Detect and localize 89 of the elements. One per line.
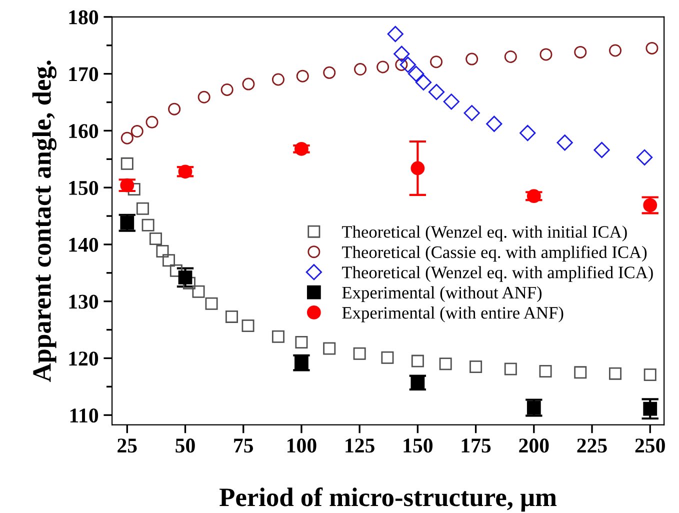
point: [504, 50, 517, 63]
point: [242, 320, 254, 332]
point: [609, 44, 622, 57]
point: [294, 142, 308, 156]
x-tick-label: 175: [462, 438, 491, 453]
x-tick-label: 75: [234, 438, 254, 453]
legend-label: Theoretical (Cassie eq. with amplified ICA): [342, 246, 647, 262]
point: [400, 56, 416, 73]
point: [408, 66, 424, 82]
point: [220, 83, 234, 96]
point: [540, 48, 552, 61]
point: [394, 46, 410, 62]
point: [520, 124, 536, 142]
point: [120, 132, 134, 144]
point: [539, 365, 552, 378]
point: [192, 285, 205, 298]
point: [323, 66, 336, 79]
point: [272, 73, 284, 86]
point: [120, 157, 134, 170]
point: [381, 351, 394, 364]
x-tick-label: 50: [176, 438, 195, 453]
y-tick-label: 120: [69, 352, 98, 366]
y-tick-label: 140: [69, 238, 98, 252]
point: [170, 264, 182, 277]
point: [636, 149, 653, 166]
point: [376, 60, 390, 74]
point: [296, 70, 309, 82]
y-tick-label: 160: [69, 124, 98, 138]
point: [644, 368, 656, 381]
point: [470, 360, 482, 373]
point: [411, 354, 424, 368]
x-tick-label: 150: [404, 438, 433, 453]
y-tick-label: 170: [69, 67, 98, 82]
x-tick-label: 125: [346, 438, 374, 453]
legend-label: Theoretical (Wenzel eq. with amplified ICA): [342, 266, 653, 282]
point: [486, 116, 502, 132]
y-tick-label: 180: [69, 10, 98, 24]
point: [443, 94, 460, 110]
point: [643, 402, 658, 416]
point: [504, 362, 517, 376]
point: [149, 232, 162, 246]
point: [387, 26, 404, 42]
legend-label: Experimental (without ANF): [342, 286, 542, 302]
point: [146, 116, 158, 128]
y-tick-label: 150: [69, 180, 98, 196]
point: [198, 90, 210, 104]
x-tick-label: 100: [288, 438, 316, 453]
x-tick-label: 225: [577, 438, 607, 453]
point: [466, 52, 478, 66]
point: [128, 183, 140, 196]
point: [130, 125, 144, 138]
point: [162, 254, 175, 267]
point: [609, 367, 622, 380]
point: [178, 164, 192, 179]
point: [354, 63, 367, 76]
point: [464, 104, 480, 122]
point: [646, 42, 658, 54]
point: [142, 218, 154, 232]
x-tick-label: 25: [118, 438, 137, 453]
point: [353, 347, 366, 360]
point: [594, 142, 610, 158]
point: [295, 336, 308, 349]
x-axis-title: Period of micro-structure, μm: [220, 487, 557, 512]
point: [205, 297, 218, 310]
point: [574, 366, 587, 379]
point: [178, 270, 192, 284]
point: [439, 358, 452, 370]
point: [556, 134, 573, 151]
legend-label: Experimental (with entire ANF): [342, 306, 564, 322]
legend-label: Theoretical (Wenzel eq. with initial ICA): [342, 226, 627, 242]
point: [323, 342, 336, 355]
point: [410, 161, 425, 176]
point: [415, 74, 432, 90]
y-tick-label: 110: [70, 408, 98, 423]
point: [168, 102, 181, 116]
point: [136, 202, 149, 215]
y-axis-title: Apparent contact angle, deg.: [32, 60, 56, 382]
point: [242, 78, 255, 90]
point: [430, 56, 443, 68]
point: [574, 46, 587, 58]
point: [156, 245, 169, 258]
point: [428, 84, 445, 100]
point: [526, 189, 541, 204]
y-tick-label: 130: [69, 294, 98, 309]
point: [225, 310, 238, 323]
x-tick-label: 250: [635, 438, 665, 453]
point: [120, 178, 134, 192]
point: [272, 330, 284, 343]
x-tick-label: 200: [519, 438, 549, 453]
